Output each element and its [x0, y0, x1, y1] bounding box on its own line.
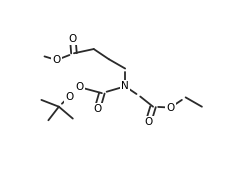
Text: O: O: [52, 55, 61, 65]
Text: O: O: [76, 82, 84, 92]
Text: O: O: [65, 91, 73, 102]
Text: O: O: [93, 104, 101, 114]
Text: N: N: [121, 81, 129, 91]
Text: O: O: [144, 117, 153, 127]
Text: O: O: [69, 34, 77, 44]
Text: O: O: [166, 103, 175, 113]
